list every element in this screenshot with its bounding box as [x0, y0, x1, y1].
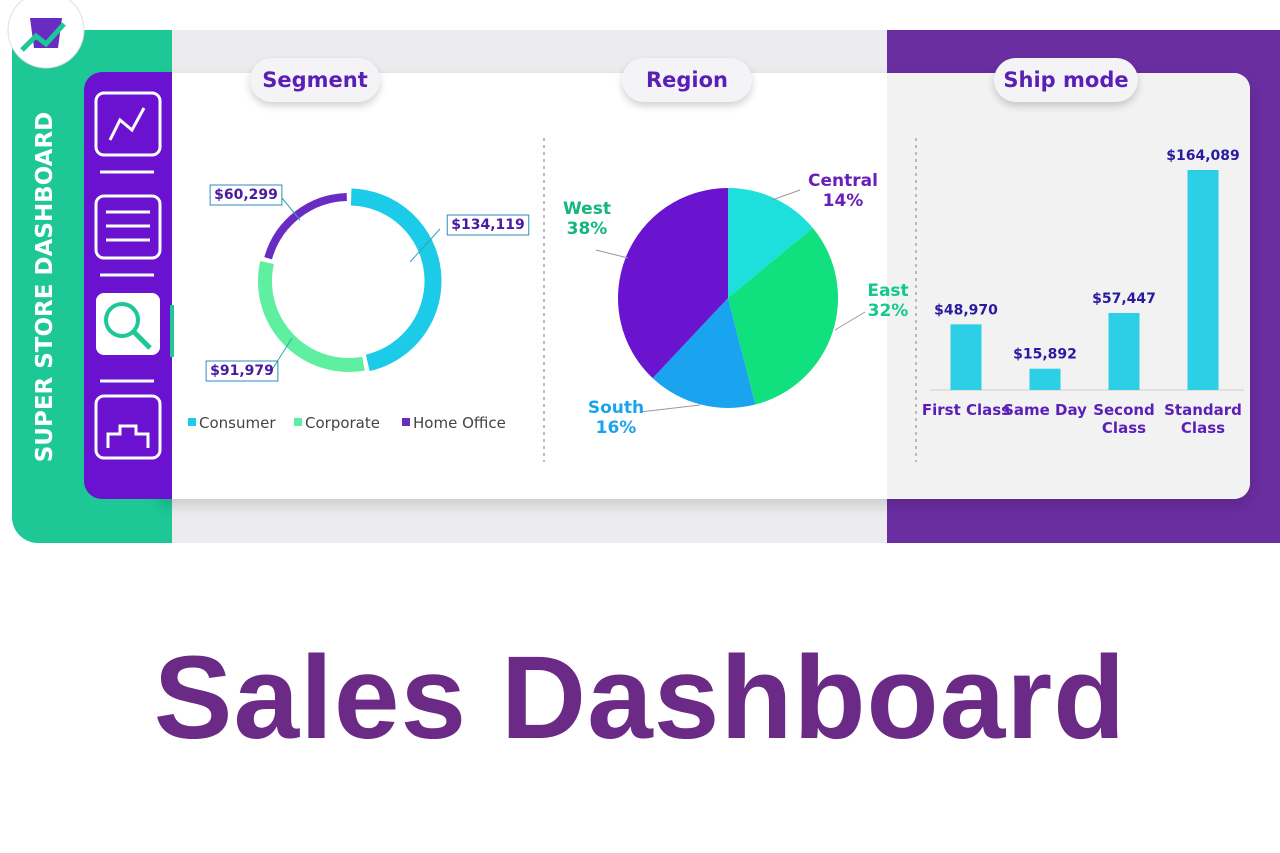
pie-slice [728, 227, 838, 405]
legend-swatch [188, 418, 196, 426]
sidebar [84, 72, 172, 499]
value-label: $15,892 [1013, 347, 1077, 363]
icon-search [104, 302, 140, 338]
icon-table-rows [106, 210, 150, 242]
category-label: Standard Class [1164, 401, 1242, 437]
category-label: First Class [921, 401, 1011, 419]
leader-line [771, 189, 801, 201]
value-label: $134,119 [451, 217, 525, 233]
bar [1029, 368, 1061, 390]
value-label-box [446, 214, 530, 236]
leader-line [409, 228, 441, 263]
value-label: 14% [823, 191, 864, 211]
bar [1187, 170, 1219, 390]
legend-swatch [402, 418, 410, 426]
icon-line-path [108, 107, 146, 141]
leader-line [639, 404, 701, 413]
category-label: East [867, 281, 908, 301]
icon-podium [106, 424, 150, 448]
value-label: $48,970 [934, 302, 998, 318]
leader-line [281, 197, 301, 221]
sidebar-icons [94, 91, 162, 460]
legend-label: Corporate [305, 414, 380, 432]
donut-segment [258, 260, 365, 372]
leader-line [834, 311, 866, 331]
leader-line [269, 337, 293, 374]
category-label: West [563, 199, 611, 219]
value-label: 32% [868, 301, 909, 321]
pie-slice [728, 188, 813, 298]
value-label: 38% [567, 219, 608, 239]
bar [1108, 312, 1140, 390]
pie-slice [652, 298, 756, 408]
category-label: Central [808, 171, 878, 191]
legend-swatch [294, 418, 302, 426]
category-label: South [588, 398, 644, 418]
section-title: Region [622, 58, 752, 102]
bar [950, 324, 982, 390]
value-label: $164,089 [1166, 148, 1240, 164]
section-title: Ship mode [994, 58, 1138, 102]
value-label: $57,447 [1092, 291, 1156, 307]
value-label: $91,979 [210, 363, 274, 379]
donut-segment [264, 193, 347, 260]
pie-slice [618, 188, 728, 379]
value-label-box [209, 184, 283, 206]
donut-segment [350, 188, 442, 372]
section-title: Segment [250, 58, 380, 102]
category-label: Same Day [1003, 401, 1087, 419]
icon-search-handle [132, 330, 152, 350]
value-label: 16% [596, 418, 637, 438]
icon-table [94, 194, 162, 260]
value-label: $60,299 [214, 187, 278, 203]
icon-award [94, 394, 162, 460]
legend-label: Consumer [199, 414, 276, 432]
leader-line [595, 249, 629, 259]
page-title: Sales Dashboard [153, 632, 1127, 764]
icon-line [94, 91, 162, 157]
category-label: Second Class [1093, 401, 1155, 437]
value-label-box [205, 360, 279, 382]
logo-arrow [20, 22, 66, 52]
active-indicator [170, 305, 174, 357]
legend-label: Home Office [413, 414, 506, 432]
